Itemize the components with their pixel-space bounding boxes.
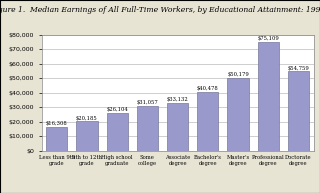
Bar [197, 92, 219, 151]
Text: $31,057: $31,057 [137, 100, 158, 105]
Bar [228, 78, 249, 151]
Text: $50,179: $50,179 [227, 72, 249, 77]
Bar [288, 71, 309, 151]
Text: $26,104: $26,104 [106, 107, 128, 112]
Bar [258, 42, 279, 151]
Text: $54,759: $54,759 [288, 66, 309, 71]
Text: $40,478: $40,478 [197, 86, 219, 91]
Bar [76, 121, 98, 151]
Bar [107, 113, 128, 151]
Text: $16,308: $16,308 [46, 121, 68, 126]
Bar [137, 106, 158, 151]
Bar [167, 103, 188, 151]
Text: Figure 1.  Median Earnings of All Full-Time Workers, by Educational Attainment: : Figure 1. Median Earnings of All Full-Ti… [0, 6, 320, 14]
Text: $75,109: $75,109 [257, 36, 279, 41]
Text: $20,185: $20,185 [76, 116, 98, 121]
Bar [46, 127, 67, 151]
Text: $33,132: $33,132 [167, 97, 188, 102]
